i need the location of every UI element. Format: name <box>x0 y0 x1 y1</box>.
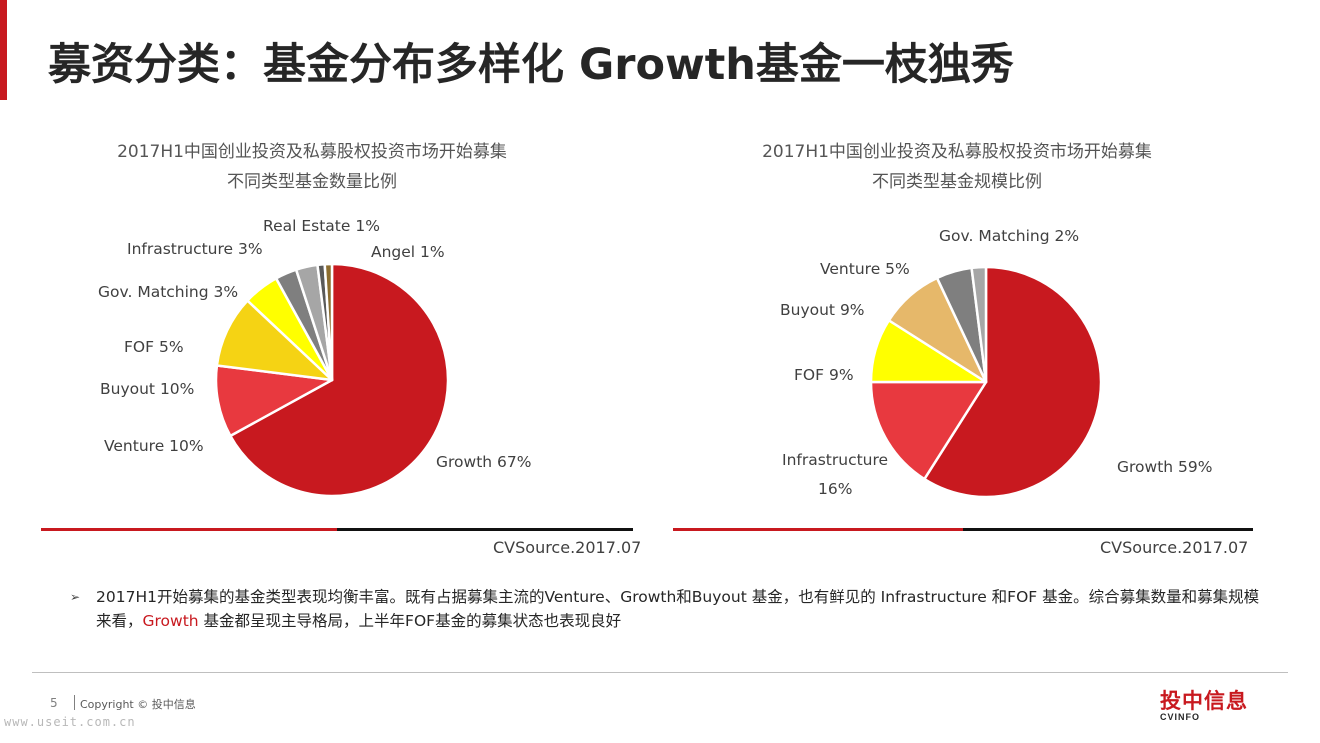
summary-part2: 基金都呈现主导格局，上半年FOF基金的募集状态也表现良好 <box>198 612 622 630</box>
pie-slice-infrastructure <box>869 380 988 481</box>
pie-chart-scale: Growth 59% Infrastructure 16% FOF 9% Buyout … <box>780 227 1212 499</box>
watermark: www.useit.com.cn <box>4 715 136 729</box>
pie-label-fof: FOF 9% <box>794 366 854 384</box>
accent-bar <box>0 0 7 100</box>
pie-label-buyout: Buyout 10% <box>100 380 194 398</box>
chart-1-source: CVSource.2017.07 <box>493 538 642 557</box>
chart-2-title-line2: 不同类型基金规模比例 <box>872 172 1042 192</box>
pie-label-angel: Angel 1% <box>371 243 445 261</box>
summary-paragraph: ➢ 2017H1开始募集的基金类型表现均衡丰富。既有占据募集主流的Venture… <box>70 585 1260 633</box>
bullet-arrow-icon: ➢ <box>70 590 81 604</box>
cvinfo-logo: 投中信息 CVINFO <box>1160 690 1260 726</box>
chart-1-source-rule <box>41 528 633 531</box>
footer-separator <box>74 695 75 710</box>
logo-en-text: CVINFO <box>1160 712 1201 722</box>
pie-label-gov-matching: Gov. Matching 3% <box>98 283 238 301</box>
chart-1-title: 2017H1中国创业投资及私募股权投资市场开始募集 不同类型基金数量比例 <box>52 137 572 197</box>
pie-slice-gov-matching <box>970 265 988 384</box>
chart-2-source: CVSource.2017.07 <box>1100 538 1249 557</box>
copyright: Copyright © 投中信息 <box>80 698 196 711</box>
summary-part1: 2017H1开始募集的基金类型表现均衡丰富。既有占据募集主流的Venture、G… <box>96 588 1260 630</box>
pie-slice-venture <box>214 364 334 438</box>
pie-label-infrastructure: Infrastructure 16% <box>782 451 888 498</box>
pie-label-growth: Growth 67% <box>436 453 531 471</box>
pie-slice-growth <box>229 262 450 498</box>
page-number: 5 <box>50 696 58 710</box>
pie-label-venture: Venture 5% <box>820 260 910 278</box>
pie-label-gov-matching: Gov. Matching 2% <box>939 227 1079 245</box>
pie-slice-buyout <box>215 299 334 382</box>
chart-1-title-line1: 2017H1中国创业投资及私募股权投资市场开始募集 <box>117 142 507 162</box>
summary-text: 2017H1开始募集的基金类型表现均衡丰富。既有占据募集主流的Venture、G… <box>70 585 1260 633</box>
pie-label-buyout: Buyout 9% <box>780 301 865 319</box>
page-title: 募资分类：基金分布多样化 Growth基金一枝独秀 <box>48 40 1014 90</box>
pie-label-fof: FOF 5% <box>124 338 184 356</box>
pie-label-venture: Venture 10% <box>104 437 204 455</box>
pie-label-real-estate: Real Estate 1% <box>263 217 380 235</box>
pie-label-growth: Growth 59% <box>1117 458 1212 476</box>
chart-2-title: 2017H1中国创业投资及私募股权投资市场开始募集 不同类型基金规模比例 <box>697 137 1217 197</box>
chart-2-title-line1: 2017H1中国创业投资及私募股权投资市场开始募集 <box>762 142 1152 162</box>
chart-1-title-line2: 不同类型基金数量比例 <box>227 172 397 192</box>
summary-highlight: Growth <box>142 612 199 630</box>
pie-chart-count: Growth 67% Venture 10% Buyout 10% FOF 5% Gov… <box>98 217 531 498</box>
footer-divider <box>32 672 1288 673</box>
pie-label-infrastructure: Infrastructure 3% <box>127 240 263 258</box>
chart-2-source-rule <box>673 528 1253 531</box>
logo-cn-text: 投中信息 <box>1160 689 1248 713</box>
pie-slice-angel <box>323 262 334 382</box>
pie-slice-growth <box>923 265 1103 499</box>
